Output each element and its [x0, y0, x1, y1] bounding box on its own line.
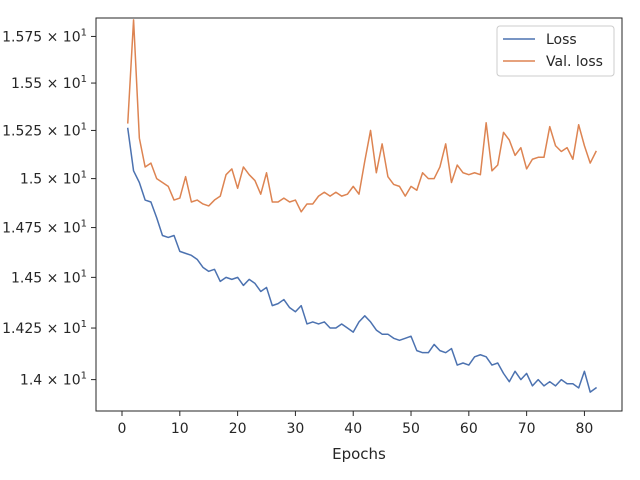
y-tick-label: 1.425 × 101	[2, 319, 87, 337]
x-tick-label: 70	[518, 421, 536, 437]
legend: Loss Val. loss	[496, 25, 615, 77]
x-tick-label: 40	[344, 421, 362, 437]
x-axis: 0 10 20 30 40 50 60 70 80	[118, 411, 594, 437]
series-line-val-loss	[126, 19, 597, 213]
x-tick-label: 30	[287, 421, 305, 437]
x-tick-label: 10	[171, 421, 189, 437]
y-tick-label: 1.4 × 101	[20, 371, 87, 389]
series-line-loss	[126, 127, 598, 393]
x-tick-label: 80	[576, 421, 594, 437]
y-axis: 1.4 × 101 1.425 × 101 1.45 × 101 1.475 × 10…	[2, 27, 96, 389]
y-tick-label: 1.575 × 101	[2, 27, 87, 45]
axes-frame	[95, 17, 623, 412]
legend-label-loss: Loss	[546, 32, 577, 48]
y-tick-label: 1.5 × 101	[20, 170, 87, 188]
legend-label-val-loss: Val. loss	[546, 54, 603, 70]
plot-lines	[126, 19, 598, 393]
y-tick-label: 1.525 × 101	[2, 121, 87, 139]
x-tick-label: 60	[460, 421, 478, 437]
x-tick-label: 0	[118, 421, 127, 437]
x-axis-label: Epochs	[332, 445, 386, 463]
x-tick-label: 20	[229, 421, 247, 437]
x-tick-label: 50	[402, 421, 420, 437]
y-tick-label: 1.45 × 101	[11, 268, 87, 286]
y-tick-label: 1.55 × 101	[11, 74, 87, 92]
y-tick-label: 1.475 × 101	[2, 219, 87, 237]
